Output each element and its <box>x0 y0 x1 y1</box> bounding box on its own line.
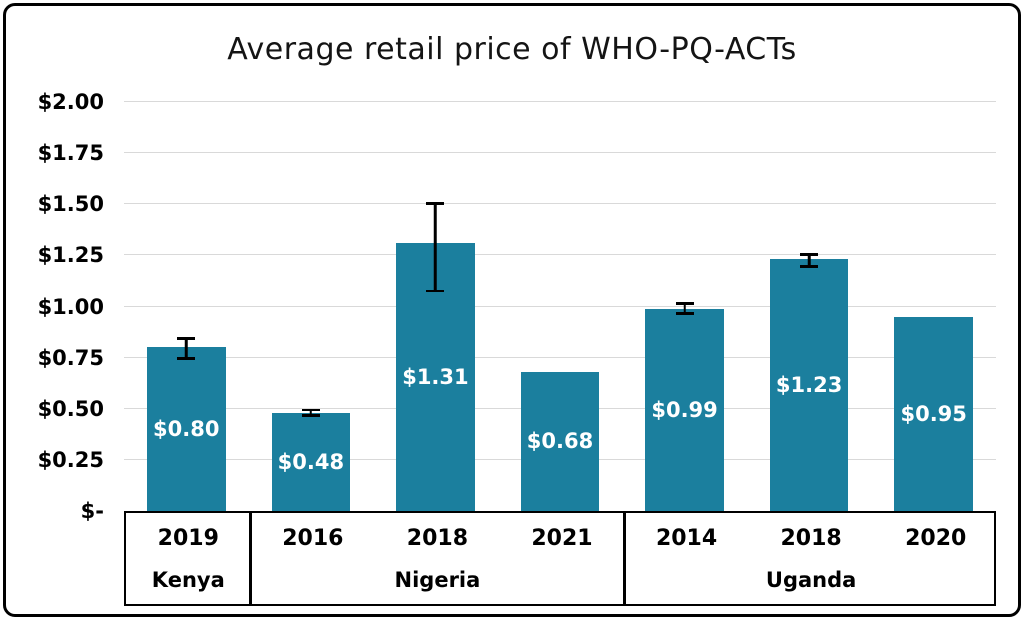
bar-value-label: $1.23 <box>775 373 843 398</box>
error-bar-cap-bottom <box>426 289 445 293</box>
plot-area: $0.80 $0.48 $1.31 $0.68 $0.99 $1.23 $0.95 <box>124 101 996 511</box>
error-bar <box>177 337 196 360</box>
bar-value-label: $0.99 <box>651 397 718 422</box>
error-bar-cap-bottom <box>800 265 819 268</box>
error-bar <box>301 408 320 417</box>
x-axis-table: 2019 2016 2018 2021 2014 2018 2020 Kenya Nigeria… <box>124 511 996 606</box>
chart-title: Average retail price of WHO-PQ-ACTs <box>227 32 797 67</box>
bar-kenya-2019: $0.80 <box>147 347 226 511</box>
error-bar-line <box>309 408 313 417</box>
x-tick-nigeria-2018: 2018 <box>406 526 469 551</box>
error-bar-line <box>683 302 686 315</box>
error-bar-cap-top <box>301 408 320 412</box>
y-tick-label: $0.75 <box>37 345 104 370</box>
chart-frame: Average retail price of WHO-PQ-ACTs $2.0… <box>3 3 1021 617</box>
y-tick-label: $1.00 <box>37 294 104 319</box>
bar-nigeria-2016: $0.48 <box>271 412 351 511</box>
error-bar-line <box>434 202 437 293</box>
bar-uganda-2014: $0.99 <box>645 308 724 511</box>
error-bar <box>675 302 694 315</box>
y-tick-label: $0.50 <box>37 396 104 421</box>
error-bar-cap-bottom <box>675 312 694 315</box>
group-label-uganda: Uganda <box>765 568 857 592</box>
error-bar-cap-top <box>800 253 819 256</box>
bar-uganda-2020: $0.95 <box>894 316 973 511</box>
y-tick-label: $1.25 <box>37 243 104 268</box>
y-tick-label: $- <box>80 499 104 523</box>
error-bar-line <box>807 253 811 268</box>
group-separator <box>623 513 626 604</box>
error-bar-cap-top <box>426 202 445 205</box>
gridline <box>124 101 996 102</box>
y-tick-label: $1.50 <box>37 192 104 217</box>
y-axis: $2.00 $1.75 $1.50 $1.25 $1.00 $0.75 $0.50 $0.25… <box>12 90 110 523</box>
x-tick-kenya-2019: 2019 <box>157 526 219 551</box>
x-tick-nigeria-2016: 2016 <box>282 526 344 551</box>
error-bar-cap-top <box>177 337 196 340</box>
error-bar-cap-bottom <box>177 357 196 360</box>
y-tick-label: $0.25 <box>37 447 104 472</box>
group-separator <box>249 513 252 604</box>
group-label-nigeria: Nigeria <box>394 568 481 592</box>
error-bar <box>426 202 445 293</box>
gridline <box>124 356 996 358</box>
bar-value-label: $0.68 <box>526 429 594 454</box>
gridline <box>124 203 996 205</box>
bar-uganda-2018: $1.23 <box>769 259 849 511</box>
x-tick-uganda-2018: 2018 <box>780 526 842 551</box>
y-tick-label: $1.75 <box>37 141 104 166</box>
gridline <box>124 305 996 307</box>
bar-value-label: $0.80 <box>153 417 220 442</box>
x-tick-uganda-2020: 2020 <box>905 526 967 551</box>
bar-nigeria-2021: $0.68 <box>520 371 600 511</box>
x-tick-uganda-2014: 2014 <box>655 526 718 551</box>
error-bar <box>800 253 819 268</box>
gridline <box>124 152 996 154</box>
bar-value-label: $1.31 <box>402 365 469 390</box>
gridline <box>124 254 996 256</box>
x-tick-nigeria-2021: 2021 <box>531 526 593 551</box>
error-bar-cap-top <box>675 302 694 305</box>
bar-value-label: $0.48 <box>277 449 345 474</box>
group-label-kenya: Kenya <box>151 568 225 592</box>
bar-value-label: $0.95 <box>900 401 967 426</box>
error-bar-cap-bottom <box>301 414 320 417</box>
error-bar-line <box>185 337 188 360</box>
y-tick-label: $2.00 <box>37 90 104 114</box>
